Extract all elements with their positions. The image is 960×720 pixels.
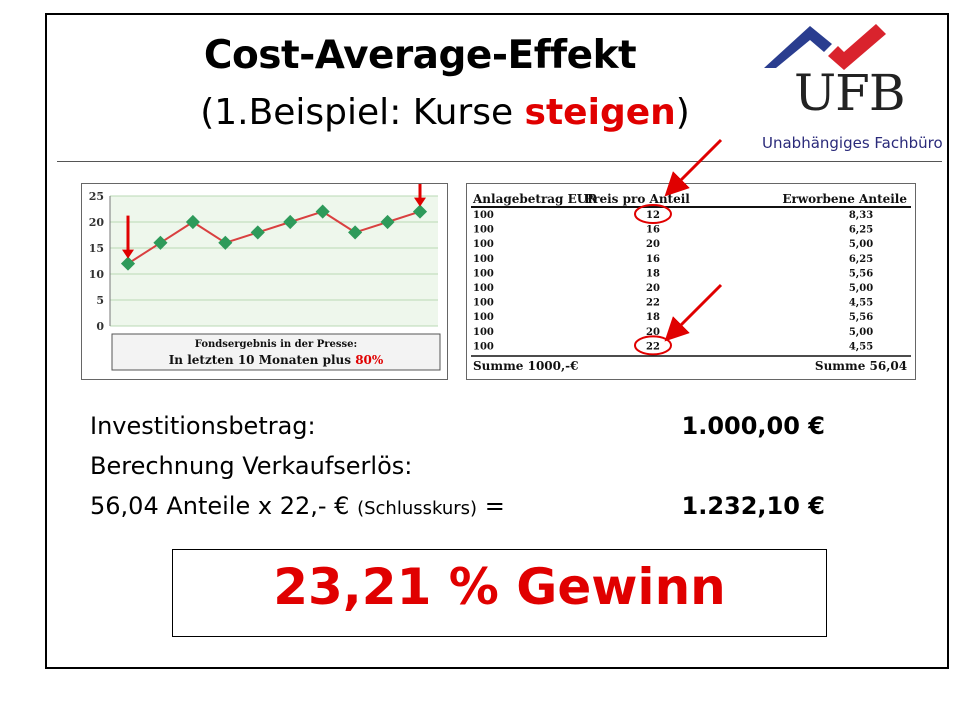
data-point [348, 225, 363, 240]
purchase-table-panel: Anlagebetrag EUR Preis pro Anteil Erworben… [466, 183, 916, 380]
table-cell: 100 [473, 312, 494, 323]
sale-label-small: (Schlusskurs) [357, 498, 478, 519]
data-point [380, 214, 395, 230]
price-chart-panel: 0 5 10 15 20 25 Fondsergebnis in der Presse: In… [81, 175, 448, 380]
y-tick-label: 15 [89, 242, 104, 255]
table-cell: 16 [646, 225, 660, 236]
chart-plot-area [110, 196, 438, 326]
result-box: 23,21 % Gewinn [172, 549, 827, 637]
table-cell: 18 [646, 268, 660, 279]
result-text: 23,21 % Gewinn [273, 558, 726, 616]
sale-label-main: 56,04 Anteile x 22,- € [90, 492, 358, 520]
table-cell: 4,55 [849, 341, 873, 352]
subtitle-suffix: ) [675, 92, 690, 133]
table-header-cell: Erworbene Anteile [782, 192, 907, 206]
table-cell: 6,25 [849, 225, 873, 236]
logo-tagline: Unabhängiges Fachbüro [762, 134, 943, 152]
table-cell: 100 [473, 210, 494, 221]
table-cell: 100 [473, 298, 494, 309]
caption-line2: In letzten 10 Monaten plus 80% [169, 353, 384, 367]
table-cell: 100 [473, 225, 494, 236]
table-cell: 6,25 [849, 254, 873, 265]
table-cell: 16 [646, 254, 660, 265]
table-cell: 100 [473, 341, 494, 352]
table-cell: 5,00 [849, 283, 873, 294]
slide-frame [45, 13, 949, 669]
table-cell: 20 [646, 239, 660, 250]
ufb-logo: UFB Unabhängiges Fachbüro [758, 20, 943, 152]
table-cell: 100 [473, 283, 494, 294]
table-cell: 100 [473, 254, 494, 265]
series-line [127, 210, 421, 265]
table-cell: 4,55 [849, 298, 873, 309]
invest-value: 1.000,00 € [681, 412, 825, 440]
data-point [412, 204, 428, 219]
table-cell: 12 [646, 210, 660, 221]
slide-subtitle: (1.Beispiel: Kurse steigen) [100, 92, 790, 133]
point-arrow-head-icon [414, 197, 426, 207]
table-cell: 8,33 [849, 210, 873, 221]
table-cell: 5,00 [849, 327, 873, 338]
title-divider [57, 161, 942, 162]
table-cell: 5,00 [849, 239, 873, 250]
y-tick-label: 5 [96, 294, 104, 307]
y-tick-label: 20 [89, 216, 105, 229]
table-cell: 100 [473, 327, 494, 338]
caption-highlight: 80% [355, 353, 384, 367]
table-cell: 20 [646, 327, 660, 338]
table-cell: 18 [646, 312, 660, 323]
table-cell: 22 [646, 298, 660, 309]
slide-title: Cost-Average-Effekt [203, 33, 637, 78]
chart-caption-box [111, 333, 441, 371]
invest-label: Investitionsbetrag: [90, 412, 316, 440]
sale-label: 56,04 Anteile x 22,- € (Schlusskurs) = [90, 492, 505, 520]
circle-highlight-icon [634, 335, 672, 356]
table-cell: 20 [646, 283, 660, 294]
caption-line1: Fondsergebnis in der Presse: [195, 339, 357, 350]
table-footer-right: Summe 56,04 [815, 359, 907, 373]
top-arrow-icon [664, 138, 723, 197]
subtitle-highlight: steigen [524, 92, 676, 133]
table-cell: 22 [646, 341, 660, 352]
logo-brand: UFB [794, 64, 906, 122]
table-cell: 100 [473, 268, 494, 279]
data-point [283, 214, 298, 230]
house-check-icon [764, 24, 886, 70]
caption-line2-text: In letzten 10 Monaten plus [169, 353, 356, 367]
point-arrow-head-icon [122, 249, 134, 259]
sale-label-end: = [477, 492, 505, 520]
table-footer-left: Summe 1000,-€ [473, 359, 579, 373]
y-tick-label: 10 [89, 268, 105, 281]
sale-value: 1.232,10 € [681, 492, 825, 520]
data-point [250, 225, 265, 240]
table-header-cell: Preis pro Anteil [584, 192, 690, 206]
circle-highlight-icon [634, 204, 672, 224]
calc-label: Berechnung Verkaufserlös: [90, 452, 413, 480]
table-cell: 5,56 [849, 268, 873, 279]
price-chart: 0 5 10 15 20 25 Fondsergebnis in der Presse: In… [89, 175, 441, 371]
bottom-arrow-icon [664, 283, 723, 342]
subtitle-prefix: (1.Beispiel: Kurse [200, 92, 525, 133]
y-tick-label: 25 [89, 190, 104, 203]
y-tick-label: 0 [96, 320, 104, 333]
table-header-cell: Anlagebetrag EUR [472, 192, 598, 206]
table-cell: 100 [473, 239, 494, 250]
table-cell: 5,56 [849, 312, 873, 323]
